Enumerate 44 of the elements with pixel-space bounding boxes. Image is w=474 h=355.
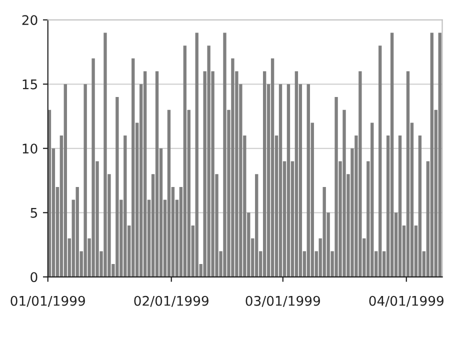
bar <box>358 71 362 277</box>
bar <box>183 46 186 277</box>
bar <box>334 96 338 277</box>
bar <box>223 32 226 277</box>
bar <box>167 110 171 277</box>
bar <box>104 32 107 277</box>
bar <box>306 84 310 277</box>
bar <box>92 58 95 277</box>
bar <box>262 71 266 277</box>
bar <box>155 71 159 277</box>
bar <box>124 136 127 277</box>
y-tick-label: 15 <box>22 80 37 90</box>
x-tick-label: 03/01/1999 <box>246 296 320 307</box>
bar <box>132 58 135 277</box>
bar <box>398 136 402 277</box>
x-tick-label: 02/01/1999 <box>134 296 208 307</box>
bar <box>270 58 274 277</box>
bar <box>370 122 374 277</box>
y-tick-label: 0 <box>30 272 38 282</box>
bar <box>64 84 67 277</box>
bar <box>116 96 119 277</box>
bar <box>406 71 410 277</box>
bar <box>418 136 422 277</box>
bar <box>390 32 394 277</box>
bar <box>76 186 79 277</box>
bar <box>322 186 326 277</box>
bar <box>286 84 290 277</box>
y-tick-label: 5 <box>30 208 37 218</box>
bar <box>231 58 234 277</box>
bar <box>195 32 198 277</box>
bar <box>430 32 434 277</box>
x-tick-label: 01/01/1999 <box>10 296 85 307</box>
bar <box>207 46 210 277</box>
bar <box>84 84 87 277</box>
bar <box>342 110 346 277</box>
bar <box>294 71 298 277</box>
bar <box>278 84 282 277</box>
x-tick-label: 04/01/1999 <box>369 296 444 307</box>
y-tick-label: 20 <box>22 15 38 26</box>
y-tick-label: 10 <box>22 144 38 154</box>
bar <box>438 32 442 277</box>
bar <box>255 174 258 277</box>
bar <box>143 71 147 277</box>
bar <box>378 46 382 277</box>
